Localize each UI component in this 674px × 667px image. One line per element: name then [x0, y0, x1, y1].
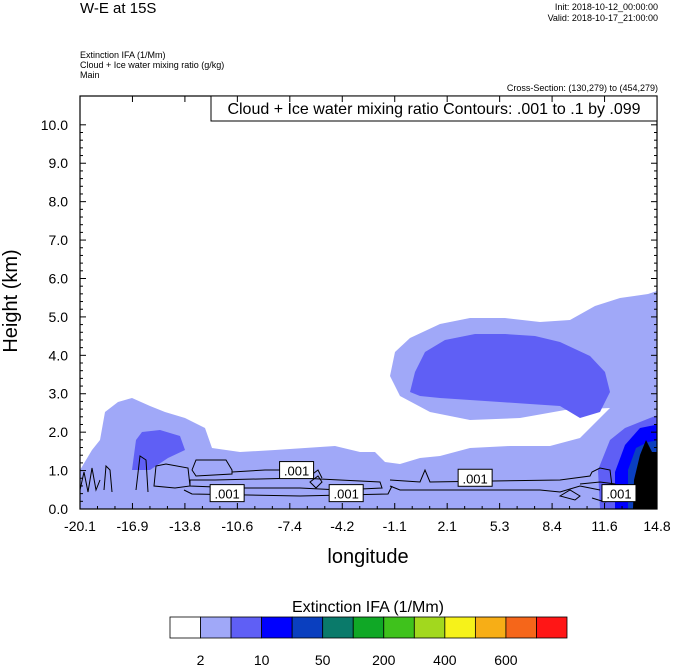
x-tick-label: 14.8	[643, 518, 670, 534]
contour-label-box	[601, 484, 637, 503]
contour-label-box	[279, 461, 315, 480]
init-time: Init: 2018-10-12_00:00:00	[554, 2, 658, 12]
y-tick-label: 0.0	[49, 501, 69, 517]
page-title: W-E at 15S	[80, 0, 157, 17]
x-tick-label: 8.4	[542, 518, 562, 534]
y-axis-title: Height (km)	[0, 249, 22, 352]
colorbar-swatch	[352, 616, 385, 639]
colorbar-swatch	[322, 616, 354, 639]
chart-title: Cloud + Ice water mixing ratio Contours:…	[227, 101, 640, 118]
y-tick-label: 2.0	[49, 424, 69, 440]
colorbar-tick-label: 400	[433, 652, 457, 667]
contour-label-box	[209, 484, 245, 503]
colorbar-swatch	[200, 616, 232, 639]
colorbar-swatch	[444, 616, 476, 639]
colorbar-swatch	[169, 616, 201, 639]
colorbar-swatch	[383, 616, 415, 639]
x-tick-label: -13.8	[169, 518, 201, 534]
colorbar-labels: 2 10 50 200 400 600	[197, 652, 518, 667]
chart-title-box	[210, 95, 658, 122]
y-axis: 0.0 1.0 2.0 3.0 4.0 5.0 6.0 7.0 8.0 9.0 10.0	[41, 117, 657, 517]
contour-labels: .001 .001 .001 .001 .001	[209, 461, 637, 503]
contour-label: .001	[462, 471, 487, 486]
extinction-shading	[80, 291, 657, 509]
colorbar-tick-label: 50	[315, 652, 331, 667]
y-tick-label: 8.0	[49, 194, 69, 210]
y-tick-label: 6.0	[49, 270, 69, 286]
contour-label-box	[328, 484, 364, 503]
contour-label: .001	[334, 487, 359, 502]
y-tick-label: 7.0	[49, 232, 69, 248]
x-tick-label: -20.1	[64, 518, 96, 534]
cloud-core	[633, 440, 657, 509]
colorbar-swatch	[474, 616, 507, 639]
colorbar-swatch	[230, 616, 263, 639]
y-tick-label: 10.0	[41, 117, 68, 133]
field-line-1: Extinction IFA (1/Mm)	[80, 50, 166, 60]
colorbar-title: Extinction IFA (1/Mm)	[292, 599, 444, 616]
x-tick-label: 2.1	[437, 518, 457, 534]
shade-level-10	[132, 334, 657, 509]
colorbar-swatch	[413, 616, 446, 639]
field-line-3: Main	[80, 70, 100, 80]
x-tick-label: 11.6	[591, 518, 617, 534]
x-tick-label: -4.2	[330, 518, 354, 534]
y-tick-label: 3.0	[49, 386, 69, 402]
colorbar-swatch	[261, 616, 293, 639]
contour-label-box	[457, 468, 493, 487]
x-tick-label: -16.9	[116, 518, 148, 534]
colorbar-swatch	[536, 616, 568, 639]
field-line-2: Cloud + Ice water mixing ratio (g/kg)	[80, 60, 225, 70]
colorbar-swatch	[291, 616, 324, 639]
contour-label: .001	[214, 487, 239, 502]
y-tick-label: 5.0	[49, 309, 69, 325]
x-tick-label: 5.3	[490, 518, 510, 534]
y-tick-label: 9.0	[49, 155, 69, 171]
valid-time: Valid: 2018-10-17_21:00:00	[547, 13, 658, 23]
y-tick-label: 1.0	[49, 463, 69, 479]
contour-label: .001	[284, 464, 309, 479]
colorbar-tick-label: 2	[197, 652, 205, 667]
contour-label: .001	[606, 487, 631, 502]
colorbar-swatch	[505, 616, 537, 639]
x-axis: -20.1 -16.9 -13.8 -10.6 -7.4 -4.2 -1.1 2.1 5.3 8.…	[64, 96, 671, 534]
colorbar-tick-label: 10	[254, 652, 270, 667]
x-tick-label: -10.6	[221, 518, 253, 534]
y-tick-label: 4.0	[49, 347, 69, 363]
colorbar-tick-label: 600	[494, 652, 518, 667]
x-tick-label: -1.1	[383, 518, 407, 534]
mixing-ratio-contours	[80, 455, 621, 503]
colorbar	[169, 616, 568, 639]
x-axis-title: longitude	[327, 546, 408, 568]
cross-section-label: Cross-Section: (130,279) to (454,279)	[506, 83, 658, 93]
x-tick-label: -7.4	[278, 518, 302, 534]
colorbar-tick-label: 200	[372, 652, 396, 667]
